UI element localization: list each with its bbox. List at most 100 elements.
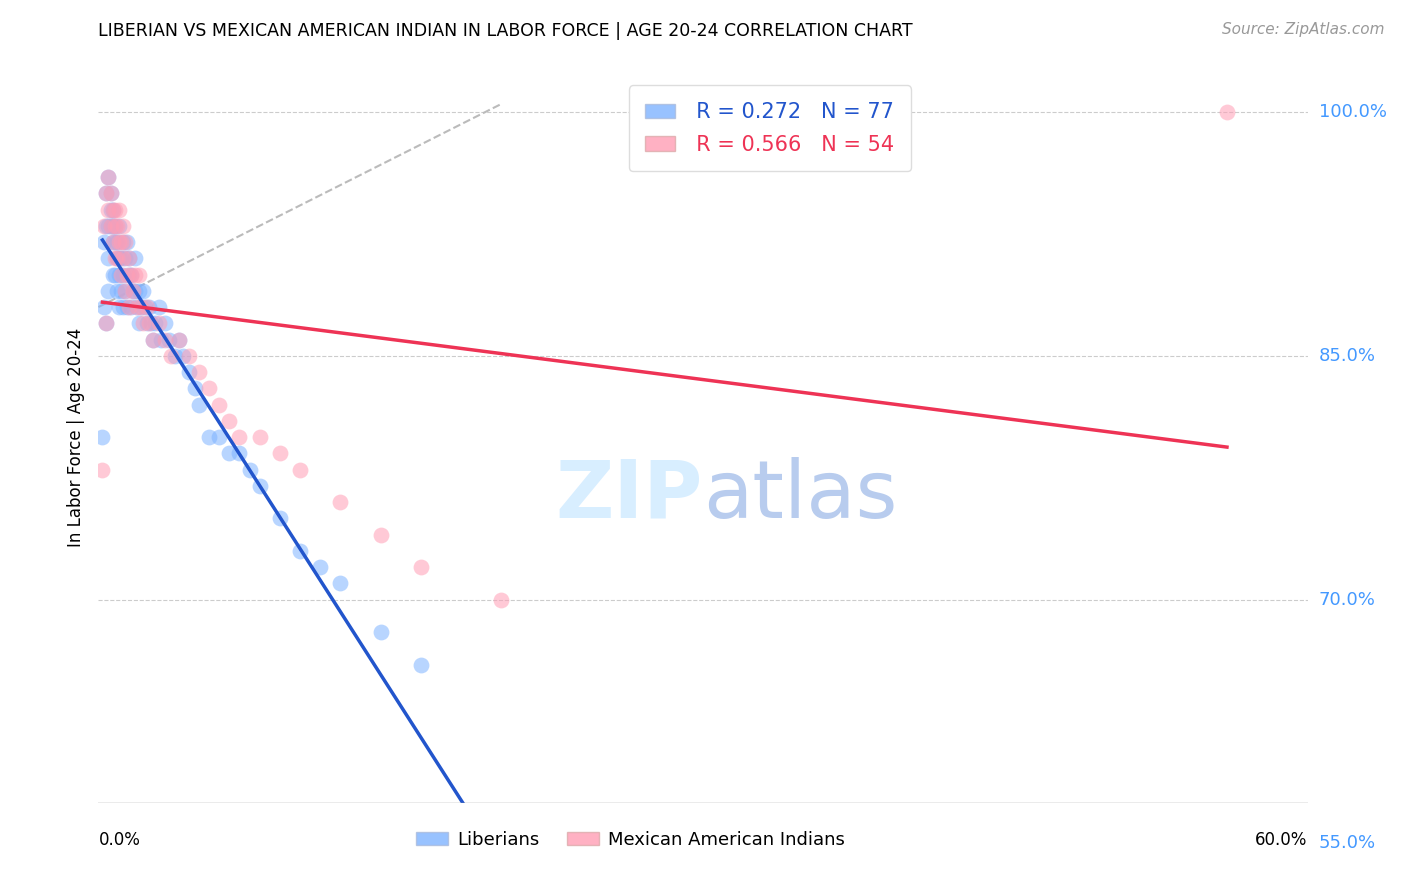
- Point: [91, 430, 114, 444]
- Point: [198, 430, 221, 444]
- Point: [239, 462, 262, 476]
- Point: [129, 300, 152, 314]
- Point: [114, 284, 136, 298]
- Text: 85.0%: 85.0%: [1319, 347, 1375, 365]
- Point: [110, 235, 132, 249]
- Point: [107, 202, 129, 217]
- Point: [101, 219, 124, 233]
- Point: [103, 268, 125, 282]
- Point: [153, 316, 176, 330]
- Point: [125, 300, 148, 314]
- Point: [93, 219, 115, 233]
- Point: [103, 235, 125, 249]
- Point: [167, 333, 190, 347]
- Point: [97, 169, 120, 184]
- Point: [269, 511, 291, 525]
- Point: [128, 268, 150, 282]
- Point: [139, 316, 162, 330]
- Point: [111, 268, 134, 282]
- Point: [172, 349, 194, 363]
- Point: [177, 365, 201, 379]
- Point: [105, 284, 128, 298]
- Point: [96, 186, 118, 201]
- Point: [370, 625, 392, 640]
- Text: Source: ZipAtlas.com: Source: ZipAtlas.com: [1222, 22, 1385, 37]
- Point: [96, 186, 118, 201]
- Text: 100.0%: 100.0%: [1319, 103, 1386, 121]
- Point: [149, 333, 172, 347]
- Point: [115, 268, 138, 282]
- Point: [103, 219, 125, 233]
- Point: [101, 202, 124, 217]
- Point: [132, 284, 155, 298]
- Point: [115, 235, 138, 249]
- Point: [121, 284, 143, 298]
- Text: 55.0%: 55.0%: [1319, 834, 1376, 853]
- Point: [118, 252, 141, 266]
- Point: [491, 592, 513, 607]
- Point: [177, 349, 201, 363]
- Point: [269, 446, 291, 460]
- Point: [188, 398, 211, 412]
- Legend: Liberians, Mexican American Indians: Liberians, Mexican American Indians: [409, 823, 852, 856]
- Text: LIBERIAN VS MEXICAN AMERICAN INDIAN IN LABOR FORCE | AGE 20-24 CORRELATION CHART: LIBERIAN VS MEXICAN AMERICAN INDIAN IN L…: [98, 22, 912, 40]
- Point: [329, 576, 352, 591]
- Point: [121, 284, 143, 298]
- Point: [208, 398, 231, 412]
- Point: [114, 235, 136, 249]
- Point: [101, 268, 124, 282]
- Point: [101, 235, 124, 249]
- Point: [103, 219, 125, 233]
- Point: [167, 333, 190, 347]
- Point: [100, 219, 122, 233]
- Point: [120, 268, 142, 282]
- Point: [120, 300, 142, 314]
- Point: [409, 657, 432, 672]
- Point: [97, 169, 120, 184]
- Point: [138, 300, 160, 314]
- Y-axis label: In Labor Force | Age 20-24: In Labor Force | Age 20-24: [66, 327, 84, 547]
- Point: [110, 252, 132, 266]
- Point: [309, 560, 332, 574]
- Point: [93, 300, 115, 314]
- Point: [101, 202, 124, 217]
- Point: [120, 268, 142, 282]
- Point: [163, 349, 186, 363]
- Point: [115, 300, 138, 314]
- Point: [128, 316, 150, 330]
- Point: [184, 381, 207, 395]
- Point: [105, 252, 128, 266]
- Point: [218, 414, 240, 428]
- Point: [111, 235, 134, 249]
- Point: [105, 252, 128, 266]
- Point: [114, 252, 136, 266]
- Point: [96, 219, 118, 233]
- Point: [124, 284, 146, 298]
- Point: [160, 349, 183, 363]
- Point: [105, 219, 128, 233]
- Point: [228, 430, 250, 444]
- Point: [96, 316, 118, 330]
- Point: [111, 219, 134, 233]
- Point: [142, 333, 165, 347]
- Text: 70.0%: 70.0%: [1319, 591, 1375, 608]
- Text: 0.0%: 0.0%: [98, 830, 141, 848]
- Text: 60.0%: 60.0%: [1256, 830, 1308, 848]
- Point: [110, 268, 132, 282]
- Point: [124, 268, 146, 282]
- Point: [91, 462, 114, 476]
- Point: [110, 284, 132, 298]
- Point: [129, 300, 152, 314]
- Point: [128, 284, 150, 298]
- Point: [288, 462, 311, 476]
- Point: [153, 333, 176, 347]
- Point: [107, 268, 129, 282]
- Point: [101, 235, 124, 249]
- Point: [198, 381, 221, 395]
- Point: [96, 316, 118, 330]
- Point: [100, 186, 122, 201]
- Point: [157, 333, 180, 347]
- Point: [107, 235, 129, 249]
- Point: [107, 219, 129, 233]
- Point: [100, 202, 122, 217]
